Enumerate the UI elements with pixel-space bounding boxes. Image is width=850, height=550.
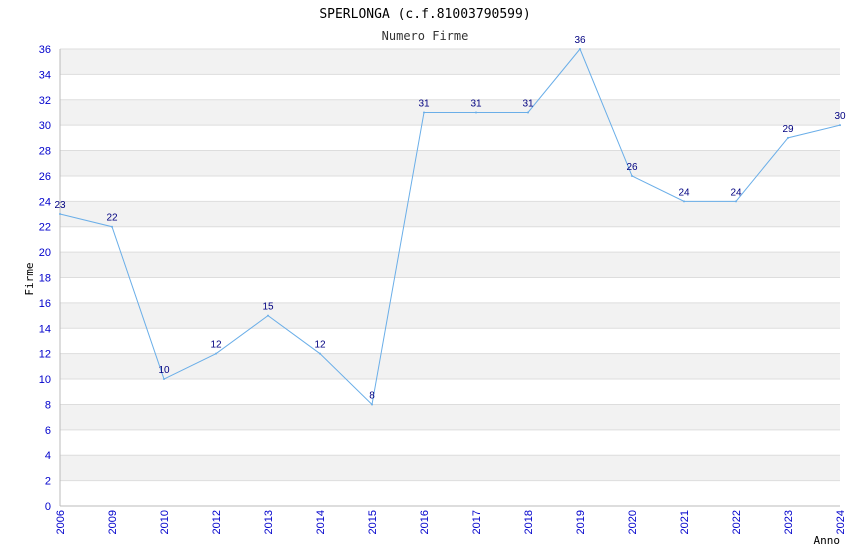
- y-tick-label: 34: [39, 69, 51, 81]
- data-point: [163, 378, 165, 381]
- x-tick-label: 2021: [679, 510, 691, 534]
- grid-bands: [60, 49, 840, 481]
- data-point: [527, 111, 529, 114]
- grid-band: [60, 455, 840, 481]
- data-point: [579, 48, 581, 50]
- data-label: 23: [54, 200, 66, 211]
- data-label: 30: [834, 111, 846, 122]
- x-tick-label: 2020: [627, 510, 639, 534]
- y-tick-label: 30: [39, 120, 51, 132]
- data-label: 8: [369, 390, 375, 401]
- y-tick-label: 28: [39, 146, 51, 158]
- grid-band: [60, 49, 840, 75]
- grid-band: [60, 252, 840, 278]
- data-labels: 23 22 10 12 15 12 8 31 31 31 36 26 24 24 29 30: [54, 35, 846, 401]
- x-tick-label: 2023: [783, 510, 795, 534]
- data-label: 26: [626, 162, 638, 173]
- grid-band: [60, 302, 840, 329]
- x-tick-label: 2010: [159, 510, 171, 534]
- x-tick-label: 2012: [211, 510, 223, 534]
- data-label: 31: [522, 98, 534, 109]
- data-point: [423, 111, 425, 114]
- data-point: [683, 200, 685, 203]
- data-label: 29: [782, 124, 794, 135]
- x-ticks: 2006 2009 2010 2012 2013 2014 2015 2016 2017 2018…: [55, 510, 847, 534]
- x-tick-label: 2024: [835, 510, 847, 534]
- x-tick-label: 2009: [107, 510, 119, 534]
- data-label: 24: [730, 187, 742, 198]
- y-tick-label: 14: [39, 323, 51, 335]
- x-tick-label: 2017: [471, 510, 483, 534]
- data-point: [59, 213, 61, 216]
- data-point: [839, 124, 841, 127]
- grid-band: [60, 353, 840, 380]
- y-tick-label: 26: [39, 171, 51, 183]
- data-label: 31: [418, 98, 430, 109]
- data-label: 36: [574, 35, 586, 46]
- data-point: [267, 314, 269, 317]
- data-point: [631, 174, 633, 177]
- grid-band: [60, 201, 840, 227]
- x-tick-label: 2013: [263, 510, 275, 534]
- data-label: 24: [678, 187, 690, 198]
- grid-lines: [60, 48, 840, 507]
- y-tick-label: 8: [45, 399, 51, 411]
- x-tick-label: 2019: [575, 510, 587, 534]
- y-tick-label: 4: [45, 450, 51, 462]
- grid-band: [60, 150, 840, 176]
- data-point: [111, 225, 113, 228]
- y-tick-label: 10: [39, 374, 51, 386]
- x-tick-label: 2022: [731, 510, 743, 534]
- series-line: [59, 48, 841, 406]
- x-tick-label: 2014: [315, 510, 327, 534]
- data-label: 10: [158, 365, 170, 376]
- data-point: [475, 111, 477, 114]
- y-tick-label: 12: [39, 349, 51, 361]
- data-label: 15: [262, 302, 274, 313]
- x-tick-label: 2016: [419, 510, 431, 534]
- y-tick-label: 2: [45, 476, 51, 488]
- chart-subtitle: Numero Firme: [382, 29, 469, 43]
- data-label: 12: [210, 340, 222, 351]
- data-label: 31: [470, 98, 482, 109]
- axes: [59, 49, 840, 507]
- grid-band: [60, 404, 840, 430]
- data-point: [371, 403, 373, 406]
- data-point: [215, 352, 217, 355]
- data-point: [787, 136, 789, 139]
- y-tick-label: 32: [39, 95, 51, 107]
- x-tick-label: 2006: [55, 510, 67, 534]
- y-tick-label: 0: [45, 501, 51, 513]
- y-tick-label: 16: [39, 298, 51, 310]
- x-tick-label: 2018: [523, 510, 535, 534]
- x-tick-label: 2015: [367, 510, 379, 534]
- y-tick-label: 6: [45, 425, 51, 437]
- y-tick-label: 20: [39, 247, 51, 259]
- y-tick-label: 22: [39, 222, 51, 234]
- y-axis-title: Firme: [23, 262, 36, 295]
- x-axis-title: Anno: [814, 534, 841, 547]
- y-tick-label: 36: [39, 44, 51, 56]
- chart-title: SPERLONGA (c.f.81003790599): [319, 7, 530, 22]
- y-tick-label: 18: [39, 273, 51, 285]
- data-point: [319, 352, 321, 355]
- y-tick-label: 24: [39, 196, 51, 208]
- data-point: [735, 200, 737, 203]
- data-label: 12: [314, 340, 326, 351]
- data-label: 22: [106, 213, 118, 224]
- series-polyline: [59, 48, 841, 406]
